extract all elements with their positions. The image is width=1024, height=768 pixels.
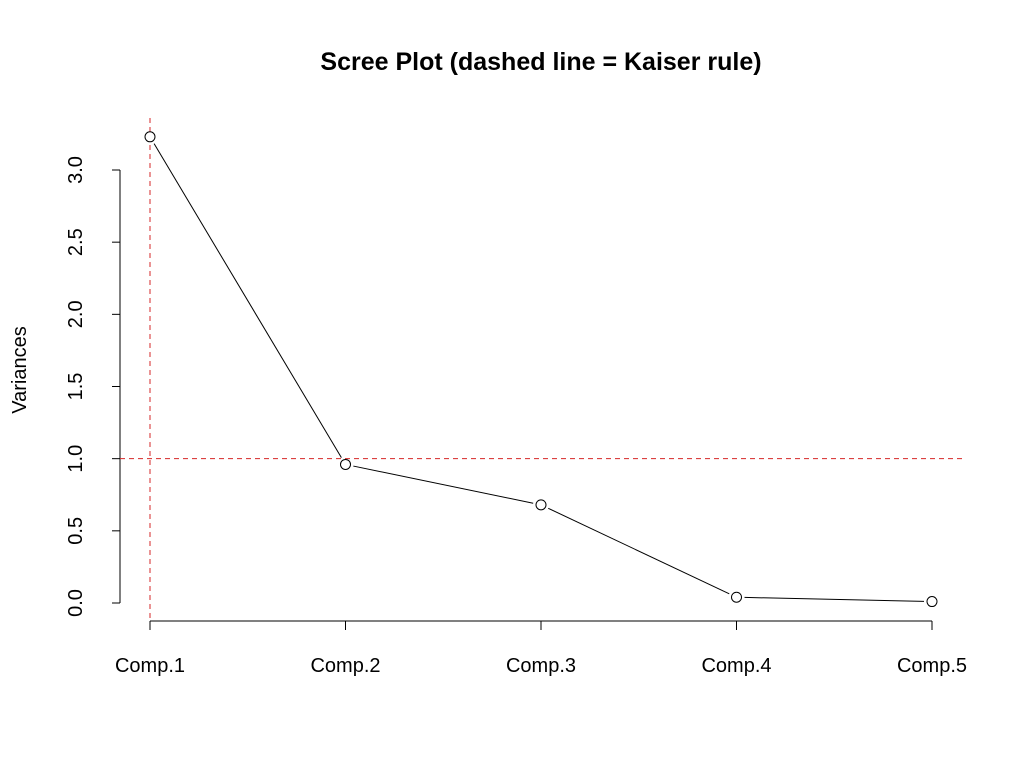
y-tick-label: 2.5 bbox=[65, 228, 87, 256]
series-segment bbox=[548, 507, 730, 595]
variance-series bbox=[144, 131, 938, 608]
y-tick-label: 0.5 bbox=[65, 517, 87, 545]
x-tick-label: Comp.3 bbox=[506, 655, 576, 677]
y-tick-label: 1.5 bbox=[65, 373, 87, 401]
x-tick-label: Comp.4 bbox=[701, 655, 771, 677]
x-axis-ticks: Comp.1 Comp.2 Comp.3 Comp.4 Comp.5 bbox=[115, 621, 967, 677]
data-point bbox=[926, 596, 938, 608]
data-point bbox=[340, 458, 351, 470]
x-tick-label: Comp.2 bbox=[310, 655, 380, 677]
series-segment bbox=[153, 143, 342, 458]
y-axis-ticks: 0.0 0.5 1.0 1.5 2.0 2.5 3.0 bbox=[65, 156, 120, 617]
y-tick-label: 0.0 bbox=[65, 589, 87, 617]
chart-title: Scree Plot (dashed line = Kaiser rule) bbox=[320, 48, 761, 76]
x-tick-label: Comp.5 bbox=[897, 655, 967, 677]
y-tick-label: 1.0 bbox=[65, 445, 87, 473]
y-tick-label: 3.0 bbox=[65, 156, 87, 184]
data-point bbox=[535, 499, 547, 511]
series-segment bbox=[353, 465, 534, 504]
data-point bbox=[731, 591, 742, 603]
y-axis-label: Variances bbox=[9, 326, 31, 413]
kaiser-reference-lines bbox=[120, 118, 965, 621]
y-tick-label: 2.0 bbox=[65, 300, 87, 328]
x-tick-label: Comp.1 bbox=[115, 655, 185, 677]
data-point bbox=[144, 131, 156, 143]
series-segment bbox=[744, 596, 925, 602]
